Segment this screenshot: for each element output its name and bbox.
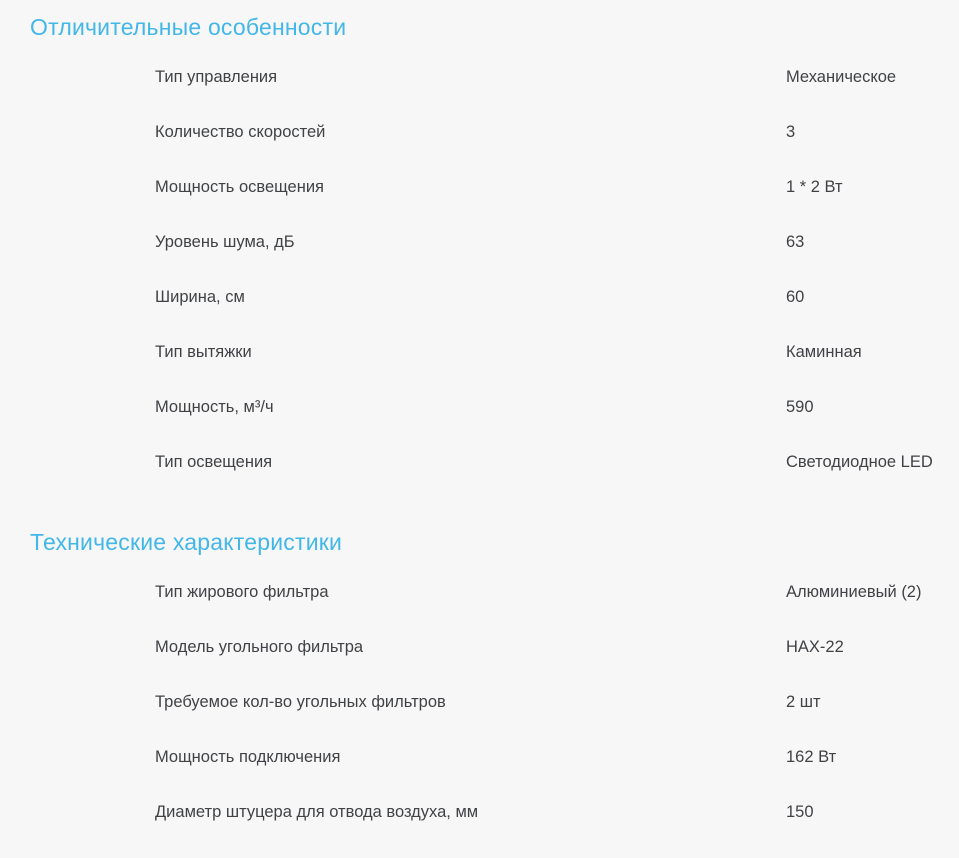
spec-label: Тип управления (155, 67, 278, 86)
spec-row: Требуемое кол-во угольных фильтров 2 шт (0, 674, 959, 729)
product-specs-content: Отличительные особенности Тип управления… (0, 14, 959, 839)
spec-row: Количество скоростей 3 (0, 104, 959, 159)
spec-rows: Тип управления Механическое Количество с… (0, 41, 959, 489)
spec-row: Мощность, м³/ч 590 (0, 379, 959, 434)
spec-row: Мощность подключения 162 Вт (0, 729, 959, 784)
spec-label: Диаметр штуцера для отвода воздуха, мм (155, 802, 479, 821)
spec-row: Модель угольного фильтра HAX-22 (0, 619, 959, 674)
spec-row: Мощность освещения 1 * 2 Вт (0, 159, 959, 214)
spec-row: Диаметр штуцера для отвода воздуха, мм 1… (0, 784, 959, 839)
spec-row: Ширина, см 60 (0, 269, 959, 324)
spec-value: 1 * 2 Вт (786, 177, 843, 196)
spec-row: Уровень шума, дБ 63 (0, 214, 959, 269)
spec-value: 162 Вт (786, 747, 837, 766)
spec-row: Тип вытяжки Каминная (0, 324, 959, 379)
spec-label: Требуемое кол-во угольных фильтров (155, 692, 446, 711)
spec-label: Уровень шума, дБ (155, 232, 295, 251)
spec-rows: Тип жирового фильтра Алюминиевый (2) Мод… (0, 556, 959, 839)
spec-value: 63 (786, 232, 805, 251)
spec-value: 3 (786, 122, 796, 141)
spec-section: Технические характеристики Тип жирового … (0, 515, 959, 839)
spec-value: 150 (786, 802, 814, 821)
spec-value: 590 (786, 397, 814, 416)
spec-row: Тип управления Механическое (0, 49, 959, 104)
spec-label: Количество скоростей (155, 122, 326, 141)
spec-value: HAX-22 (786, 637, 844, 656)
spec-label: Модель угольного фильтра (155, 637, 364, 656)
spec-row: Тип освещения Светодиодное LED (0, 434, 959, 489)
spec-row: Тип жирового фильтра Алюминиевый (2) (0, 564, 959, 619)
section-title: Отличительные особенности (30, 14, 347, 40)
spec-value: Механическое (786, 67, 897, 86)
spec-value: Светодиодное LED (786, 452, 933, 471)
spec-value: Каминная (786, 342, 862, 361)
spec-label: Тип жирового фильтра (155, 582, 329, 601)
spec-value: 60 (786, 287, 805, 306)
spec-value: 2 шт (786, 692, 821, 711)
spec-label: Мощность подключения (155, 747, 341, 766)
spec-label: Мощность освещения (155, 177, 324, 196)
spec-label: Мощность, м³/ч (155, 397, 274, 416)
spec-label: Тип вытяжки (155, 342, 252, 361)
spec-section: Отличительные особенности Тип управления… (0, 14, 959, 489)
spec-label: Ширина, см (155, 287, 245, 306)
section-title: Технические характеристики (30, 529, 343, 555)
spec-label: Тип освещения (155, 452, 273, 471)
spec-value: Алюминиевый (2) (786, 582, 922, 601)
